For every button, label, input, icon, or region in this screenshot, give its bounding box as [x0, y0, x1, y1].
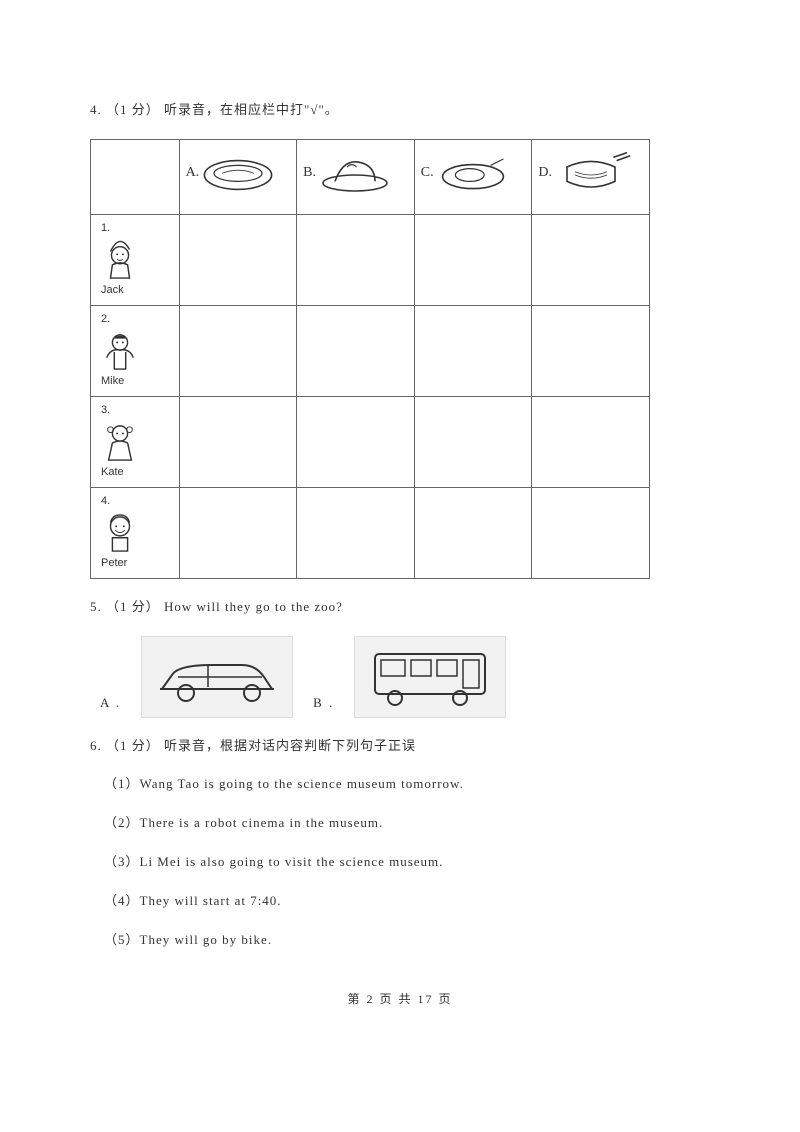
col-b: B.	[297, 139, 415, 214]
col-letter: D.	[538, 162, 552, 184]
car-icon	[152, 647, 282, 707]
answer-cell[interactable]	[179, 305, 297, 396]
footer-middle: 页 共	[374, 992, 417, 1006]
person-kate: 3. Kate	[95, 402, 175, 481]
boy-icon	[101, 329, 139, 373]
answer-cell[interactable]	[532, 487, 650, 578]
option-a-label: A .	[100, 693, 121, 718]
q6-number: 6.	[90, 738, 102, 753]
person-jack: 1. Jack	[95, 220, 175, 299]
answer-cell[interactable]	[414, 305, 532, 396]
q4-points: （1 分）	[106, 102, 160, 117]
row-name: Mike	[101, 373, 124, 391]
boy-icon	[101, 511, 139, 555]
answer-cell[interactable]	[297, 214, 415, 305]
col-c: C.	[414, 139, 532, 214]
row-num: 4.	[101, 493, 110, 511]
col-letter: B.	[303, 162, 316, 184]
q6-points: （1 分）	[106, 738, 160, 753]
q4-text: 听录音，在相应栏中打"√"。	[164, 102, 339, 117]
row-num: 2.	[101, 311, 110, 329]
answer-cell[interactable]	[179, 396, 297, 487]
option-b-image[interactable]	[354, 636, 506, 718]
row-name: Peter	[101, 555, 127, 573]
answer-cell[interactable]	[532, 396, 650, 487]
answer-cell[interactable]	[179, 214, 297, 305]
girl-icon	[101, 420, 139, 464]
page-footer: 第 2 页 共 17 页	[90, 990, 710, 1009]
row-num: 1.	[101, 220, 110, 238]
footer-prefix: 第	[347, 992, 366, 1006]
question-6: 6. （1 分） 听录音，根据对话内容判断下列句子正误	[90, 736, 710, 757]
answer-cell[interactable]	[297, 305, 415, 396]
q5-options: A . B .	[100, 636, 710, 718]
answer-cell[interactable]	[532, 214, 650, 305]
table-row: 2. Mike	[91, 305, 650, 396]
row-name: Jack	[101, 282, 124, 300]
q5-number: 5.	[90, 599, 102, 614]
q6-item-1: （1）Wang Tao is going to the science muse…	[104, 774, 710, 795]
answer-cell[interactable]	[297, 396, 415, 487]
table-row: 3. Kate	[91, 396, 650, 487]
option-a-image[interactable]	[141, 636, 293, 718]
option-b-label: B .	[313, 693, 334, 718]
q5-text: How will they go to the zoo?	[164, 599, 343, 614]
food-c-icon	[433, 151, 513, 195]
q6-text: 听录音，根据对话内容判断下列句子正误	[164, 738, 416, 753]
person-mike: 2. Mike	[95, 311, 175, 390]
food-d-icon	[551, 151, 631, 195]
person-peter: 4. Peter	[95, 493, 175, 572]
q6-item-2: （2）There is a robot cinema in the museum…	[104, 813, 710, 834]
footer-suffix: 页	[434, 992, 453, 1006]
q6-sub-list: （1）Wang Tao is going to the science muse…	[104, 774, 710, 950]
row-num: 3.	[101, 402, 110, 420]
exam-page: 4. （1 分） 听录音，在相应栏中打"√"。 A. B.	[0, 0, 800, 1040]
q6-item-3: （3）Li Mei is also going to visit the sci…	[104, 852, 710, 873]
boy-icon	[101, 238, 139, 282]
answer-cell[interactable]	[297, 487, 415, 578]
q6-item-5: （5）They will go by bike.	[104, 930, 710, 951]
matching-table: A. B. C.	[90, 139, 650, 579]
col-letter: A.	[186, 162, 200, 184]
col-a: A.	[179, 139, 297, 214]
question-5: 5. （1 分） How will they go to the zoo?	[90, 597, 710, 618]
answer-cell[interactable]	[414, 396, 532, 487]
question-4: 4. （1 分） 听录音，在相应栏中打"√"。	[90, 100, 710, 121]
q4-number: 4.	[90, 102, 102, 117]
table-row: 4. Peter	[91, 487, 650, 578]
table-row: 1. Jack	[91, 214, 650, 305]
table-corner	[91, 139, 180, 214]
food-a-icon	[198, 151, 278, 195]
q6-item-4: （4）They will start at 7:40.	[104, 891, 710, 912]
answer-cell[interactable]	[414, 487, 532, 578]
q5-points: （1 分）	[106, 599, 160, 614]
row-name: Kate	[101, 464, 124, 482]
col-letter: C.	[421, 162, 434, 184]
food-b-icon	[315, 151, 395, 195]
answer-cell[interactable]	[179, 487, 297, 578]
footer-total: 17	[418, 992, 434, 1006]
answer-cell[interactable]	[414, 214, 532, 305]
col-d: D.	[532, 139, 650, 214]
answer-cell[interactable]	[532, 305, 650, 396]
bus-icon	[365, 644, 495, 710]
